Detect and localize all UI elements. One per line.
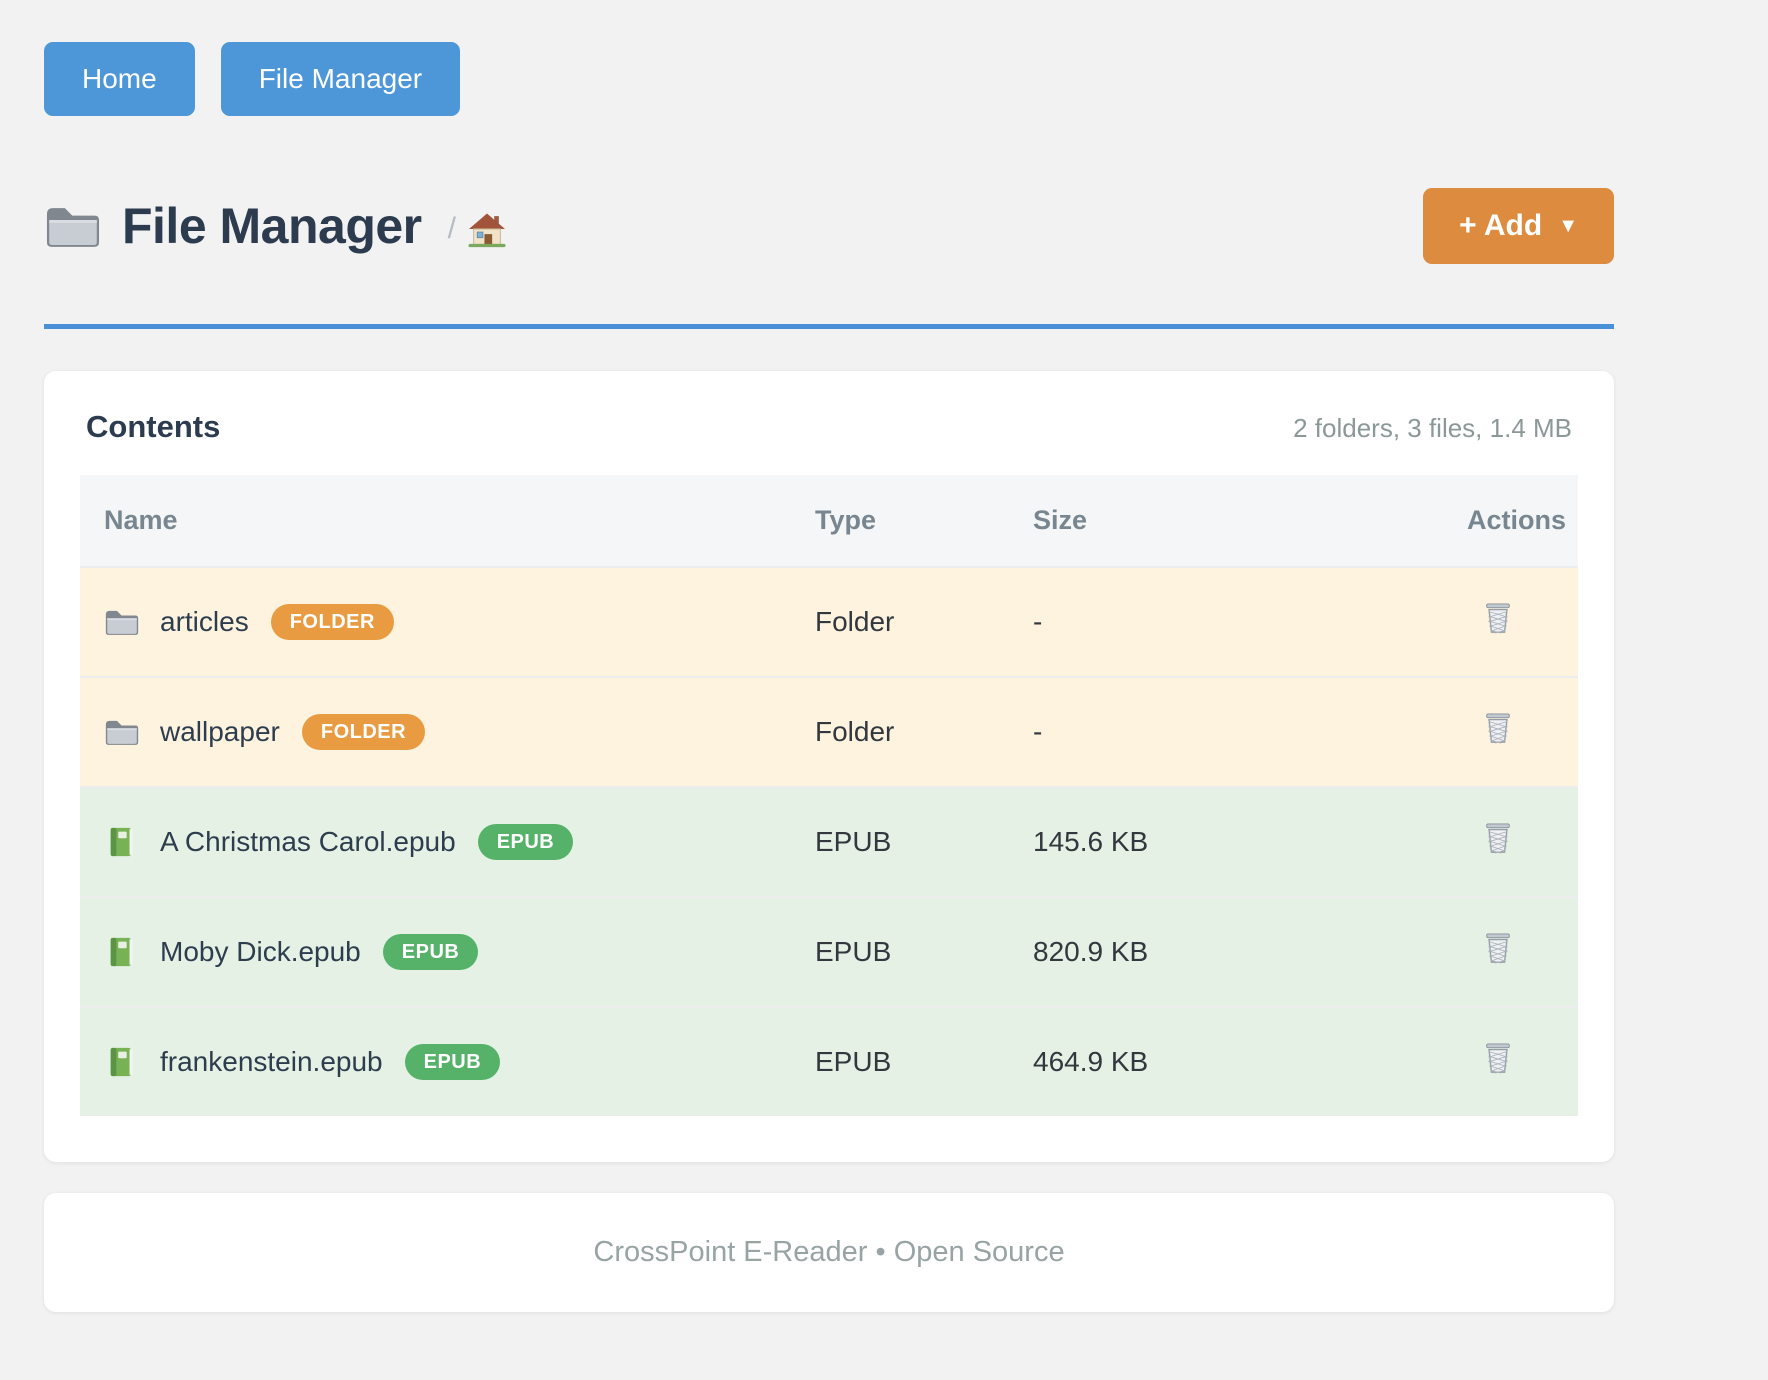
type-badge: FOLDER [270, 604, 394, 640]
contents-summary: 2 folders, 3 files, 1.4 MB [1293, 413, 1572, 443]
home-icon[interactable] [467, 212, 506, 248]
type-cell: EPUB [815, 1046, 892, 1077]
folder-icon [105, 720, 139, 745]
nav-button-file-manager[interactable]: File Manager [220, 42, 461, 116]
file-name[interactable]: wallpaper [160, 716, 280, 747]
folder-icon [105, 610, 139, 635]
size-cell: - [1033, 606, 1043, 637]
size-cell: 464.9 KB [1033, 1046, 1149, 1077]
table-row[interactable]: frankenstein.epub EPUB EPUB 464.9 KB [80, 1007, 1578, 1116]
page-header: File Manager / + Add ▼ [44, 188, 1614, 264]
nav-button-home[interactable]: Home [44, 42, 195, 116]
table-row[interactable]: articles FOLDER Folder - [80, 567, 1578, 677]
trash-icon [1486, 602, 1510, 634]
type-badge: EPUB [404, 1044, 501, 1080]
table-row[interactable]: Moby Dick.epub EPUB EPUB 820.9 KB [80, 897, 1578, 1007]
contents-card-header: Contents 2 folders, 3 files, 1.4 MB [80, 409, 1578, 445]
page-title: File Manager [122, 198, 422, 254]
trash-icon [1486, 932, 1510, 964]
delete-button[interactable] [1482, 602, 1514, 636]
table-row[interactable]: wallpaper FOLDER Folder - [80, 677, 1578, 787]
contents-card: Contents 2 folders, 3 files, 1.4 MB Name… [44, 371, 1614, 1162]
delete-button[interactable] [1482, 1042, 1514, 1076]
top-nav: Home File Manager [44, 0, 1614, 116]
delete-button[interactable] [1482, 932, 1514, 966]
trash-icon [1486, 1042, 1510, 1074]
type-cell: EPUB [815, 826, 892, 857]
type-badge: FOLDER [301, 714, 426, 750]
type-cell: Folder [815, 606, 895, 637]
book-icon [110, 937, 133, 967]
book-icon [110, 827, 133, 857]
breadcrumb-separator: / [447, 212, 456, 245]
contents-table-body: articles FOLDER Folder - wallpaper FOLDE… [80, 567, 1578, 1116]
file-name[interactable]: Moby Dick.epub [160, 936, 361, 967]
contents-table-head: Name Type Size Actions [80, 475, 1578, 567]
trash-icon [1486, 822, 1510, 854]
delete-button[interactable] [1482, 822, 1514, 856]
title-group: File Manager / [44, 197, 506, 255]
trash-icon [1486, 712, 1510, 744]
type-cell: EPUB [815, 936, 892, 967]
file-name[interactable]: frankenstein.epub [160, 1046, 383, 1077]
type-badge: EPUB [382, 934, 479, 970]
folder-icon [46, 208, 100, 247]
column-header-name: Name [80, 475, 791, 567]
type-cell: Folder [815, 716, 895, 747]
size-cell: 820.9 KB [1033, 936, 1149, 967]
add-button-label: + Add [1459, 209, 1543, 242]
size-cell: - [1033, 716, 1043, 747]
file-name[interactable]: articles [160, 606, 249, 637]
column-header-type: Type [791, 475, 1009, 567]
page: Home File Manager File Manager / + Add ▼… [44, 0, 1614, 1312]
caret-down-icon: ▼ [1558, 214, 1578, 237]
contents-table: Name Type Size Actions articles FOLDER F… [80, 475, 1578, 1116]
table-row[interactable]: A Christmas Carol.epub EPUB EPUB 145.6 K… [80, 787, 1578, 897]
add-button[interactable]: + Add ▼ [1423, 188, 1614, 264]
file-name[interactable]: A Christmas Carol.epub [160, 826, 456, 857]
delete-button[interactable] [1482, 712, 1514, 746]
column-header-size: Size [1009, 475, 1312, 567]
size-cell: 145.6 KB [1033, 826, 1149, 857]
book-icon [110, 1047, 133, 1077]
footer-text: CrossPoint E-Reader • Open Source [593, 1236, 1065, 1268]
accent-divider [44, 324, 1614, 329]
contents-title: Contents [86, 409, 221, 444]
footer: CrossPoint E-Reader • Open Source [44, 1193, 1614, 1312]
column-header-actions: Actions [1312, 475, 1578, 567]
type-badge: EPUB [477, 824, 574, 860]
